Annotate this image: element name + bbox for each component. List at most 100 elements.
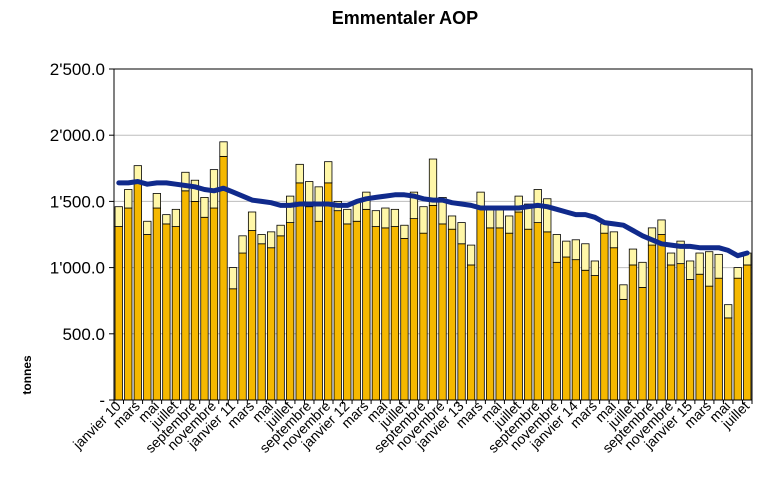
bar-top xyxy=(733,267,742,279)
bar-base xyxy=(505,232,514,401)
bar-base xyxy=(685,279,695,401)
bar-top xyxy=(581,243,590,271)
bar-base xyxy=(276,235,285,401)
bar-base xyxy=(381,227,390,401)
y-tick-label: 1'500.0 xyxy=(50,192,105,211)
bar-top xyxy=(724,304,733,319)
bar-base xyxy=(524,228,533,401)
bar-base xyxy=(305,206,314,401)
bar-top xyxy=(181,171,190,192)
bar-top xyxy=(162,214,171,225)
bar-base xyxy=(238,252,247,401)
y-axis-label: tonnes xyxy=(20,355,34,395)
bar-top xyxy=(143,220,152,235)
bar-top xyxy=(247,211,257,231)
bar-base xyxy=(666,264,676,401)
bar-base xyxy=(590,275,599,401)
bar-top xyxy=(219,141,228,157)
bar-top xyxy=(619,284,628,300)
bar-base xyxy=(562,256,571,401)
bar-top xyxy=(171,208,181,227)
bar-base xyxy=(400,238,409,401)
bar-base xyxy=(352,220,361,401)
bar-top xyxy=(495,208,504,229)
y-tick-label: - xyxy=(99,391,105,410)
bar-base xyxy=(609,247,619,401)
bar-top xyxy=(714,253,723,279)
bar-base xyxy=(190,200,200,401)
bar-top xyxy=(343,208,352,225)
bar-top xyxy=(428,158,438,206)
bar-base xyxy=(457,243,466,401)
plot-area xyxy=(113,68,753,401)
bar-base xyxy=(124,207,133,401)
bar-top xyxy=(571,239,580,261)
y-tick-label: 2'000.0 xyxy=(50,126,105,145)
bar-top xyxy=(371,210,380,227)
bar-top xyxy=(228,267,238,290)
bar-top xyxy=(705,251,714,287)
bar-base xyxy=(162,223,171,401)
bar-top xyxy=(324,161,333,184)
bar-base xyxy=(600,232,609,401)
bar-top xyxy=(695,252,704,275)
bar-base xyxy=(295,182,304,401)
bar-top xyxy=(152,193,161,209)
bar-top xyxy=(524,203,533,230)
bar-top xyxy=(666,252,676,266)
bar-base xyxy=(209,207,219,401)
bar-base xyxy=(676,263,685,401)
y-tick-label: 2'500.0 xyxy=(50,60,105,79)
bar-base xyxy=(543,231,552,401)
bar-base xyxy=(695,273,704,401)
bar-base xyxy=(181,190,190,401)
bar-base xyxy=(438,223,447,401)
bar-base xyxy=(447,228,457,401)
bar-base xyxy=(657,234,666,401)
bar-top xyxy=(286,195,295,223)
bar-base xyxy=(114,226,123,401)
bar-base xyxy=(362,208,371,401)
bar-base xyxy=(324,182,333,401)
bar-top xyxy=(457,222,466,245)
bar-top xyxy=(419,206,428,234)
bar-base xyxy=(476,207,485,401)
bar-base xyxy=(267,247,276,401)
bar-base xyxy=(143,234,152,401)
bar-base xyxy=(333,210,342,401)
bar-base xyxy=(724,317,733,401)
bar-base xyxy=(419,232,428,401)
bar-base xyxy=(647,244,657,401)
bar-top xyxy=(124,189,133,209)
bar-base xyxy=(228,288,238,401)
bar-top xyxy=(676,240,685,265)
bar-base xyxy=(247,230,257,401)
chart-title: Emmentaler AOP xyxy=(332,8,478,28)
bar-base xyxy=(733,277,742,401)
bar-top xyxy=(190,179,200,202)
bar-top xyxy=(552,234,561,263)
bar-top xyxy=(628,248,638,266)
bar-top xyxy=(390,208,400,227)
bar-base xyxy=(495,227,504,401)
bar-base xyxy=(200,216,209,401)
bar-top xyxy=(505,215,514,234)
x-axis: janvier 10marsmaijuilletseptembrenovembr… xyxy=(69,398,753,456)
bar-top xyxy=(238,235,247,254)
bar-top xyxy=(609,231,619,249)
bar-base xyxy=(257,243,266,401)
bar-top xyxy=(400,224,409,239)
y-axis: - 500.0 1'000.0 1'500.0 2'000.0 2'500.0 xyxy=(50,60,114,410)
bar-base xyxy=(514,211,523,401)
bar-base xyxy=(705,285,714,401)
bar-base xyxy=(219,155,228,401)
bar-base xyxy=(171,226,181,401)
bar-base xyxy=(571,259,580,401)
bar-top xyxy=(638,261,647,288)
bar-top xyxy=(447,215,457,230)
bar-base xyxy=(314,220,323,401)
bar-base xyxy=(743,264,752,401)
bars xyxy=(114,141,752,401)
bar-base xyxy=(133,182,142,401)
